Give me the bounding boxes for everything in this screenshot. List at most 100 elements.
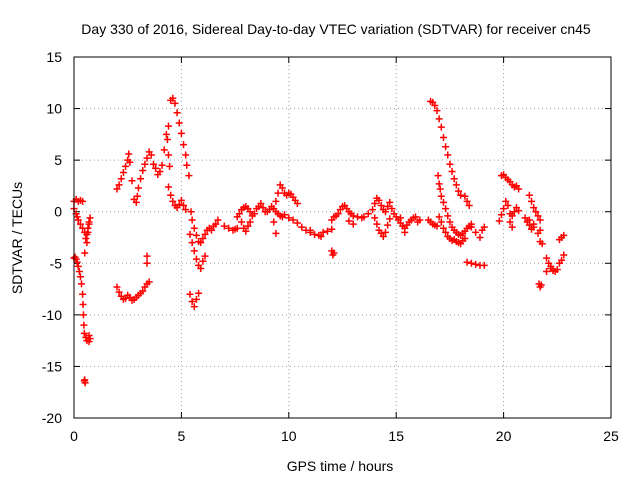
data-point-marker [156,167,164,175]
data-point-marker [553,265,561,273]
data-point-marker [246,218,254,226]
data-point-marker [386,215,394,223]
data-point-marker [386,198,394,206]
data-point-marker [165,151,173,159]
data-point-marker [515,207,523,215]
data-point-marker [79,197,87,205]
data-point-marker [125,150,133,158]
data-point-marker [235,210,243,218]
data-point-marker [79,301,87,309]
data-point-marker [246,208,254,216]
data-point-marker [278,184,286,192]
data-point-marker [188,239,196,247]
data-point-marker [76,273,84,281]
data-point-marker [80,377,88,385]
x-tick-label: 0 [70,428,78,444]
data-point-marker [534,212,542,220]
data-point-marker [149,160,157,168]
data-point-marker [139,287,147,295]
y-axis-label: SDTVAR / TECUs [9,182,25,294]
data-point-marker [80,329,88,337]
data-point-marker [510,208,518,216]
data-point-marker [242,227,250,235]
data-point-marker [201,252,209,260]
data-point-marker [171,99,179,107]
data-point-marker [434,172,442,180]
data-point-marker [476,234,484,241]
data-point-marker [388,205,396,213]
data-point-marker [86,214,94,222]
chart-title: Day 330 of 2016, Sidereal Day-to-day VTE… [81,21,591,37]
data-point-marker [119,169,127,177]
data-point-marker [452,181,460,189]
data-point-marker [113,185,121,193]
x-tick-label: 20 [496,428,512,444]
data-point-marker [180,141,188,149]
data-point-marker [73,213,81,221]
data-point-marker [165,122,173,130]
data-point-marker [328,225,336,233]
data-point-marker [377,202,385,210]
data-point-marker [185,172,193,180]
data-point-marker [293,199,301,207]
data-point-marker [183,161,191,169]
data-point-marker [162,130,170,138]
data-point-marker [446,218,454,226]
data-point-marker [177,196,185,204]
data-point-marker [439,198,447,206]
data-point-marker [461,192,469,200]
data-point-marker [543,268,551,276]
data-point-marker [317,232,325,240]
data-point-marker [547,264,555,272]
data-point-marker [515,185,523,193]
data-point-marker [187,208,195,216]
data-point-marker [349,212,357,220]
data-point-marker [145,278,153,286]
data-point-marker [192,255,200,263]
data-point-marker [190,247,198,255]
data-point-marker [165,183,173,191]
data-point-marker [160,146,168,154]
data-point-marker [504,202,512,210]
data-point-marker [364,210,372,218]
data-point-marker [195,289,203,297]
data-point-marker [177,129,185,137]
y-tick-label: 0 [54,204,62,220]
data-point-marker [167,191,175,199]
data-point-marker [525,191,533,199]
data-point-marker [435,115,443,123]
data-point-marker [158,161,166,169]
data-point-marker [448,167,456,175]
data-point-marker [360,213,368,221]
data-point-marker [536,216,544,224]
data-point-marker [139,166,147,174]
data-point-marker [495,217,503,225]
data-point-marker [76,220,84,228]
data-point-marker [84,228,92,236]
data-point-marker [371,214,379,222]
data-point-marker [437,192,445,200]
data-point-marker [306,226,314,234]
data-point-marker [435,213,443,221]
data-point-marker [521,214,529,222]
data-point-marker [375,196,383,204]
data-point-marker [190,303,198,311]
data-point-marker [274,189,282,197]
data-point-marker [163,136,171,144]
data-point-marker [354,213,362,221]
data-point-marker [543,254,551,262]
data-point-marker [199,235,207,243]
data-point-marker [257,199,265,207]
data-point-marker [467,259,475,267]
data-point-marker [207,226,215,234]
data-point-marker [115,181,123,189]
data-point-marker [134,184,142,192]
data-point-marker [152,164,160,172]
data-point-marker [81,249,89,257]
y-tick-label: 10 [46,101,62,117]
data-point-marker [182,206,190,214]
data-point-marker [225,224,233,232]
data-point-marker [502,197,510,205]
data-point-marker [334,210,342,218]
